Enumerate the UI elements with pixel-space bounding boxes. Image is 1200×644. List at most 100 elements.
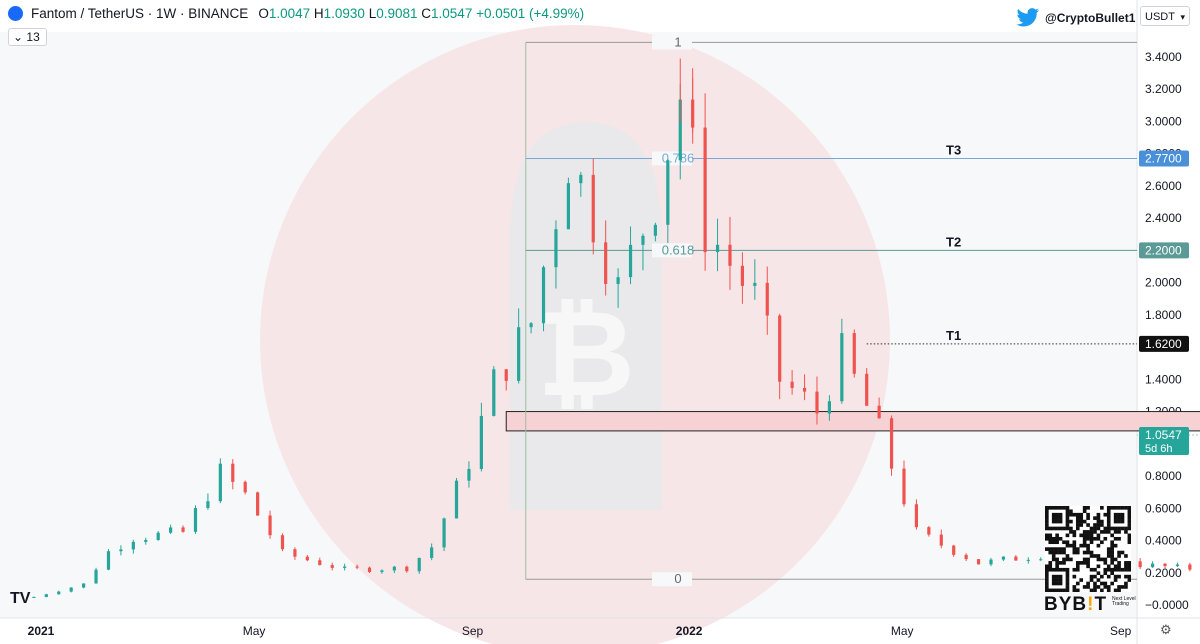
y-tick-label: 0.8000: [1145, 469, 1182, 483]
candle-body: [44, 594, 48, 597]
candle-body: [952, 545, 956, 555]
y-tick-label: 3.0000: [1145, 114, 1182, 128]
candle-body: [231, 463, 235, 482]
twitter-handle: @CryptoBullet1: [1045, 11, 1136, 25]
candle-body: [889, 418, 894, 469]
target-label: T1: [946, 328, 961, 343]
candle-body: [256, 492, 260, 516]
candle-body: [131, 541, 135, 550]
gear-icon[interactable]: ⚙: [1160, 622, 1172, 637]
candle-body: [280, 535, 285, 550]
price-tag[interactable]: [1139, 426, 1189, 455]
candle-body: [1138, 561, 1142, 568]
candle-body: [765, 282, 769, 316]
y-tick-label: 2.4000: [1145, 211, 1182, 225]
candle-body: [479, 415, 483, 469]
resistance-zone[interactable]: [505, 411, 1200, 432]
candle-body: [579, 174, 583, 184]
candle-body: [169, 527, 173, 533]
candle-body: [119, 549, 123, 552]
candle-body: [305, 556, 309, 561]
candle-body: [902, 468, 906, 505]
price-tag[interactable]: [1139, 335, 1189, 352]
fib-label-bg: [652, 151, 692, 166]
candle-body: [541, 267, 546, 324]
qr-code-icon: [1045, 506, 1131, 592]
y-tick-label: 0.6000: [1145, 501, 1182, 515]
fib-level-label: 0: [674, 571, 681, 586]
candle-body: [355, 566, 359, 568]
x-tick-label: May: [891, 624, 914, 638]
target-label: T2: [946, 234, 961, 249]
bybit-brand-pre: BYB: [1044, 594, 1088, 615]
bybit-brand-bang: !: [1087, 594, 1095, 615]
candle-body: [504, 369, 508, 381]
symbol-title[interactable]: Fantom / TetherUS · 1W · BINANCE: [31, 6, 249, 21]
currency-select[interactable]: USDT: [1140, 6, 1190, 27]
candle-body: [32, 596, 36, 598]
y-tick-label: 0.4000: [1145, 534, 1182, 548]
candle-body: [566, 183, 570, 230]
bybit-logo: BYB!T Next Level Trading: [1044, 594, 1136, 616]
candle-body: [666, 160, 670, 225]
candle-body: [989, 559, 993, 565]
candle-body: [653, 224, 657, 236]
candle-body: [82, 583, 86, 588]
candle-body: [715, 244, 720, 253]
price-tag[interactable]: [1139, 150, 1189, 167]
candle-body: [852, 333, 856, 374]
candle-body: [156, 532, 160, 540]
high-label: H: [313, 6, 324, 21]
ohlc-values: O1.0047 H1.0930 L0.9081 C1.0547 +0.0501 …: [258, 6, 584, 21]
price-tag-text: 1.0547: [1145, 428, 1182, 442]
candle-body: [678, 99, 682, 161]
candle-body: [106, 551, 111, 570]
candle-body: [517, 327, 521, 381]
low-label: L: [368, 6, 377, 21]
candle-body: [430, 547, 434, 558]
price-tag[interactable]: [1139, 242, 1189, 259]
candle-body: [206, 501, 210, 509]
chevron-down-icon: ⌄: [13, 30, 27, 44]
candle-body: [939, 534, 943, 546]
fantom-logo-icon: [8, 6, 23, 21]
fib-level-label: 1: [674, 34, 681, 49]
y-tick-label: 2.0000: [1145, 276, 1182, 290]
candle-body: [181, 527, 185, 532]
candle-body: [144, 539, 148, 542]
candle-body: [193, 508, 198, 532]
candle-body: [827, 401, 832, 414]
candle-body: [1150, 563, 1155, 568]
candle-body: [94, 569, 98, 584]
y-tick-label: 1.8000: [1145, 308, 1182, 322]
candle-body: [467, 468, 471, 481]
y-tick-label: 2.6000: [1145, 179, 1182, 193]
candle-body: [57, 591, 61, 595]
candle-body: [380, 570, 384, 572]
candle-body: [1163, 563, 1167, 567]
price-tag-text: 2.7700: [1145, 151, 1182, 165]
candle-body: [914, 504, 919, 528]
x-tick-label: 2022: [676, 624, 703, 638]
candle-body: [877, 405, 881, 419]
candle-body: [69, 587, 73, 592]
candle-body: [815, 391, 819, 414]
candle-body: [343, 566, 347, 568]
candle-body: [790, 381, 794, 388]
fib-label-bg: [652, 243, 692, 258]
indicator-chip[interactable]: ⌄ 13: [8, 28, 47, 46]
y-tick-label: −0.0000: [1145, 598, 1189, 612]
y-tick-label: 3.4000: [1145, 50, 1182, 64]
candle-body: [405, 566, 409, 572]
close-value: 1.0547: [431, 6, 473, 21]
candle-body: [268, 515, 272, 536]
tradingview-logo[interactable]: TV: [10, 590, 31, 607]
y-tick-label: 0.2000: [1145, 566, 1182, 580]
candle-body: [703, 127, 707, 253]
candle-body: [802, 387, 807, 392]
bybit-tagline: Next Level Trading: [1112, 596, 1136, 607]
candle-body: [778, 315, 782, 382]
x-tick-label: Sep: [462, 624, 484, 638]
price-tag-text: 1.6200: [1145, 337, 1182, 351]
